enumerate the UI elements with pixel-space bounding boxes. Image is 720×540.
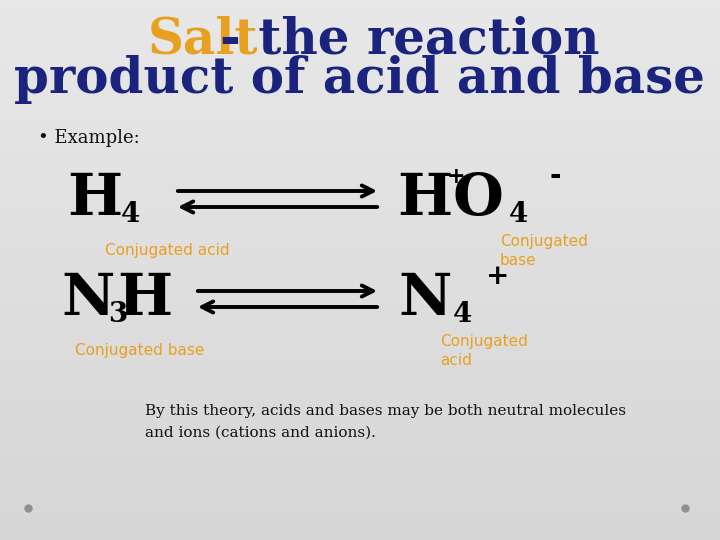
Text: 4: 4: [452, 301, 472, 328]
Text: • Example:: • Example:: [38, 129, 140, 147]
Text: product of acid and base: product of acid and base: [14, 56, 706, 105]
Text: +: +: [486, 264, 510, 291]
Text: Conjugated base: Conjugated base: [75, 343, 204, 359]
Text: Conjugated
base: Conjugated base: [500, 234, 588, 268]
Text: - the reaction: - the reaction: [220, 16, 600, 64]
Text: N: N: [398, 271, 451, 327]
Text: +: +: [446, 166, 465, 188]
Text: H: H: [68, 171, 122, 227]
Text: Conjugated
acid: Conjugated acid: [440, 334, 528, 368]
Text: By this theory, acids and bases may be both neutral molecules
and ions (cations : By this theory, acids and bases may be b…: [145, 404, 626, 440]
Text: 4: 4: [120, 201, 140, 228]
Text: N: N: [61, 271, 114, 327]
Text: O: O: [453, 171, 503, 227]
Text: Conjugated acid: Conjugated acid: [105, 244, 230, 259]
Text: -: -: [549, 164, 561, 191]
Text: 3: 3: [109, 301, 127, 328]
Text: Salt: Salt: [148, 16, 258, 64]
Text: H: H: [397, 171, 453, 227]
Text: 4: 4: [508, 201, 528, 228]
Text: H: H: [117, 271, 173, 327]
